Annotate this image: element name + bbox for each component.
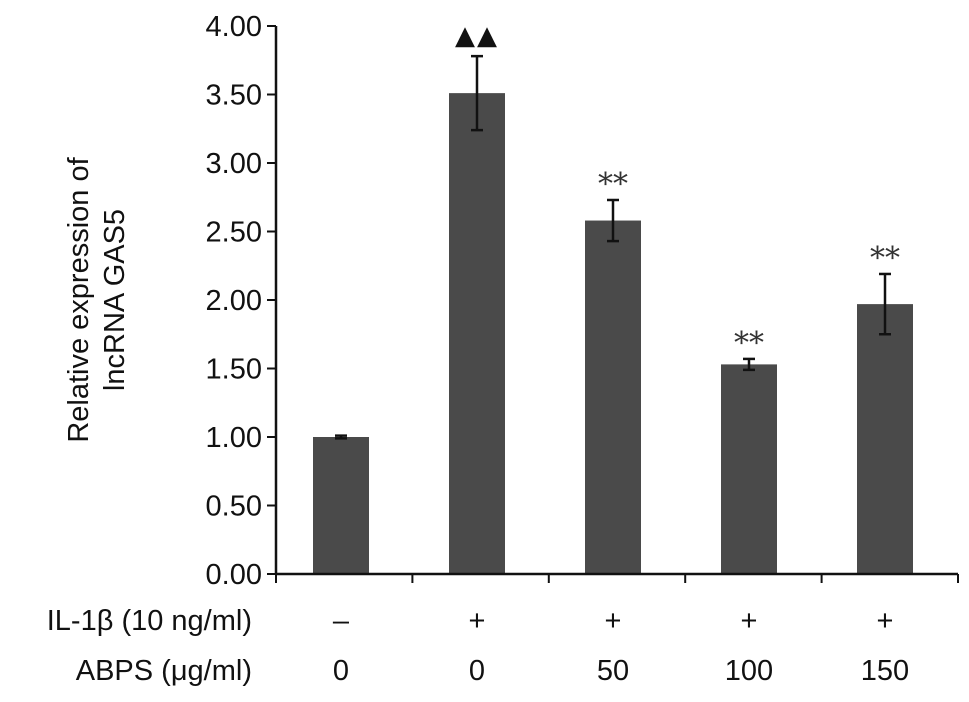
significance-marker: ** xyxy=(870,241,900,276)
y-tick-label: 0.00 xyxy=(206,559,262,591)
error-bars xyxy=(335,54,891,440)
x-axis-ticks xyxy=(275,574,959,583)
y-tick-label: 0.50 xyxy=(206,491,262,523)
y-axis-ticks: 0.00 0.50 1.00 1.50 2.00 2.50 3.00 3.50 4.00 xyxy=(206,11,276,591)
condition-cell: 150 xyxy=(861,655,909,687)
significance-marker: ** xyxy=(734,326,764,361)
y-axis-title-line: Relative expression of xyxy=(63,156,95,442)
y-tick-label: 2.00 xyxy=(206,285,262,317)
bar xyxy=(585,220,641,575)
condition-row-label: IL-1β (10 ng/ml) xyxy=(47,605,252,637)
condition-cell: + xyxy=(605,605,622,637)
y-tick-label: 3.00 xyxy=(206,148,262,180)
condition-cell: + xyxy=(469,605,486,637)
bar xyxy=(857,304,913,574)
condition-table: IL-1β (10 ng/ml) – + + + + ABPS (μg/ml) 0 0 50 100… xyxy=(47,605,909,687)
y-tick-label: 2.50 xyxy=(206,217,262,249)
bar xyxy=(449,93,505,574)
condition-cell: + xyxy=(877,605,894,637)
condition-cell: 100 xyxy=(725,655,773,687)
significance-markers: ▲▲ ** ** ** xyxy=(455,21,900,361)
y-axis-title: Relative expression of lncRNA GAS5 xyxy=(63,156,131,442)
bars xyxy=(313,93,913,575)
condition-cell: 0 xyxy=(469,655,485,687)
y-tick-label: 4.00 xyxy=(206,11,262,43)
y-tick-label: 1.50 xyxy=(206,354,262,386)
y-axis-label: Relative expression of lncRNA GAS5 xyxy=(63,156,131,442)
condition-cell: 50 xyxy=(597,655,629,687)
bar xyxy=(721,364,777,574)
significance-marker: ** xyxy=(598,167,628,202)
y-tick-label: 3.50 xyxy=(206,80,262,112)
y-tick-label: 1.00 xyxy=(206,422,262,454)
bar xyxy=(313,437,369,574)
condition-cell: – xyxy=(333,605,350,637)
condition-row-label: ABPS (μg/ml) xyxy=(76,655,252,687)
significance-marker: ▲▲ xyxy=(455,21,499,51)
condition-cell: 0 xyxy=(333,655,349,687)
condition-cell: + xyxy=(741,605,758,637)
y-axis-title-line: lncRNA GAS5 xyxy=(99,209,131,391)
